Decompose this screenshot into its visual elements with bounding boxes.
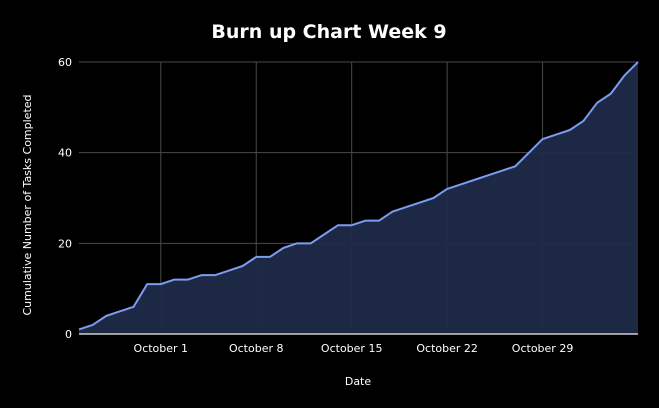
- chart-title: Burn up Chart Week 9: [211, 21, 446, 43]
- y-tick-labels: 0 20 40 60: [58, 56, 72, 341]
- x-tick-label: October 8: [229, 342, 284, 355]
- y-tick-label: 0: [65, 328, 72, 341]
- series-line: [78, 61, 639, 331]
- y-tick-label: 40: [58, 147, 72, 160]
- x-tick-labels: October 1 October 8 October 15 October 22 Oc…: [134, 342, 574, 355]
- x-axis-label: Date: [345, 375, 372, 388]
- y-tick-label: 20: [58, 237, 72, 250]
- x-tick-label: October 29: [512, 342, 574, 355]
- x-tick-label: October 22: [416, 342, 478, 355]
- y-axis-label: Cumulative Number of Tasks Completed: [21, 94, 34, 315]
- area-fill: [79, 62, 638, 334]
- x-tick-label: October 1: [134, 342, 189, 355]
- x-tick-label: October 15: [321, 342, 383, 355]
- y-tick-label: 60: [58, 56, 72, 69]
